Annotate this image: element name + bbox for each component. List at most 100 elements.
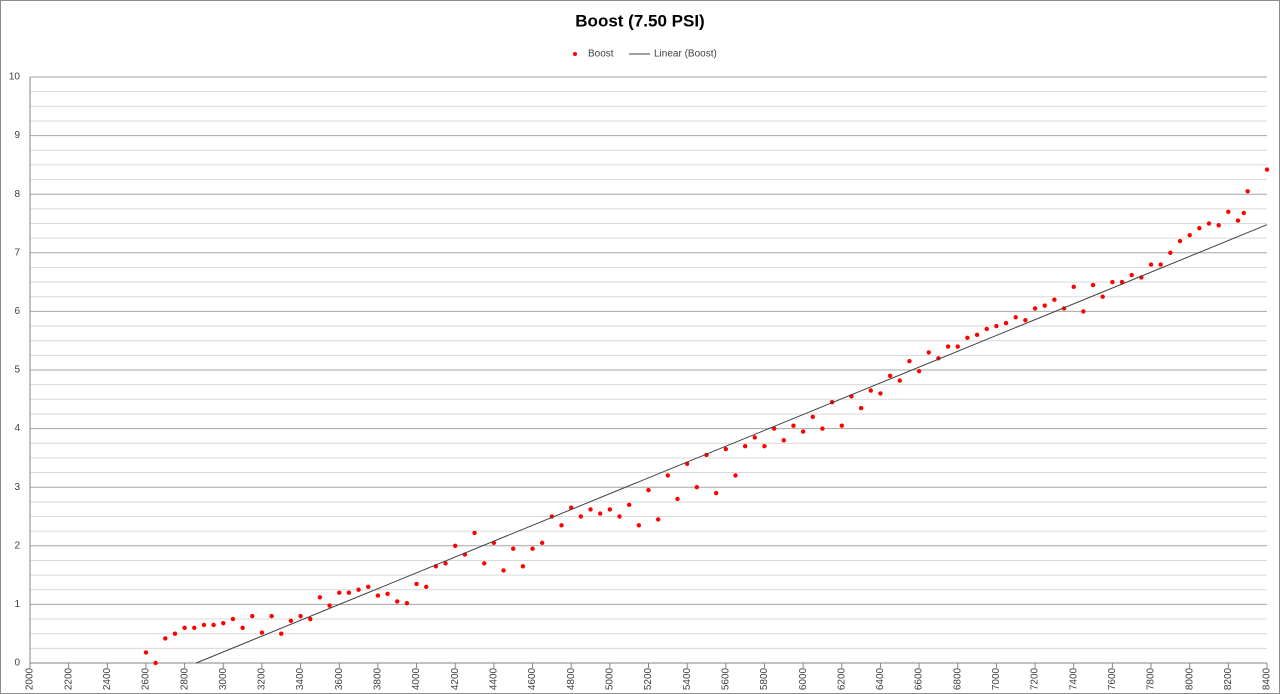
x-tick-label: 3800	[373, 667, 384, 690]
point	[327, 603, 332, 608]
legend-marker	[573, 52, 577, 56]
point	[250, 613, 255, 619]
y-tick-label: 3	[14, 482, 20, 493]
point	[375, 593, 381, 598]
y-tick-label: 4	[14, 423, 20, 434]
point	[1216, 223, 1221, 228]
y-tick-label: 0	[14, 658, 20, 669]
point	[655, 517, 661, 522]
x-tick-label: 2000	[25, 667, 36, 690]
point	[762, 443, 767, 449]
y-tick-label: 10	[9, 72, 21, 83]
point	[646, 487, 651, 493]
point	[1158, 262, 1163, 267]
x-tick-label: 5200	[643, 667, 654, 690]
x-tick-label: 7800	[1146, 667, 1157, 690]
point	[800, 429, 806, 434]
point	[1245, 189, 1250, 194]
point	[192, 625, 197, 631]
point	[887, 373, 893, 379]
y-tick-label: 6	[14, 306, 20, 317]
point	[858, 405, 864, 411]
point	[511, 546, 516, 551]
x-tick-label: 4600	[527, 667, 538, 690]
x-tick-label: 6400	[875, 667, 886, 690]
point	[984, 326, 989, 332]
point	[713, 490, 719, 496]
x-tick-label: 3000	[218, 667, 229, 690]
point	[820, 426, 825, 431]
point	[723, 446, 729, 452]
point	[414, 581, 419, 587]
point	[694, 485, 700, 490]
point	[395, 599, 400, 604]
x-tick-label: 2400	[102, 667, 113, 690]
point	[810, 414, 815, 420]
point	[897, 378, 902, 383]
legend-label: Boost	[588, 49, 614, 60]
point	[259, 630, 265, 635]
point	[597, 511, 603, 516]
point	[356, 587, 361, 592]
point	[1003, 320, 1009, 326]
point	[182, 625, 187, 631]
point	[626, 502, 632, 507]
point	[1090, 282, 1096, 288]
point	[424, 584, 429, 590]
y-tick-label: 9	[14, 130, 20, 141]
point	[675, 496, 680, 502]
x-tick-label: 7600	[1107, 667, 1118, 690]
point	[366, 584, 371, 590]
point	[607, 507, 613, 512]
point	[443, 561, 448, 566]
y-tick-label: 8	[14, 189, 20, 200]
point	[1226, 209, 1231, 214]
point	[965, 335, 970, 340]
point	[143, 650, 149, 655]
point	[1177, 238, 1183, 244]
point	[501, 568, 506, 573]
point	[530, 546, 535, 551]
point	[636, 523, 642, 528]
point	[791, 423, 796, 428]
point	[1110, 279, 1115, 285]
point	[1148, 262, 1154, 267]
x-tick-label: 3400	[295, 667, 306, 690]
point	[1071, 284, 1076, 289]
point	[1023, 317, 1028, 323]
x-tick-label: 8200	[1223, 667, 1234, 690]
x-tick-label: 5000	[604, 667, 615, 690]
point	[1235, 218, 1241, 223]
x-tick-label: 5800	[759, 667, 770, 690]
x-tick-label: 6000	[798, 667, 809, 690]
point	[163, 636, 168, 641]
point	[308, 616, 313, 622]
x-tick-label: 4200	[450, 667, 461, 690]
point	[385, 591, 390, 597]
point	[1264, 167, 1270, 172]
point	[279, 631, 284, 636]
point	[482, 561, 487, 566]
point	[752, 435, 758, 440]
point	[153, 660, 158, 666]
point	[1032, 306, 1038, 311]
x-tick-label: 6200	[836, 667, 847, 690]
point	[907, 359, 912, 364]
y-tick-label: 7	[14, 247, 20, 258]
point	[733, 473, 738, 478]
point	[317, 595, 323, 600]
point	[269, 613, 274, 619]
chart-title: Boost (7.50 PSI)	[575, 11, 704, 30]
point	[1206, 221, 1212, 226]
point	[617, 514, 622, 519]
point	[404, 601, 410, 606]
point	[1187, 233, 1192, 238]
x-tick-label: 7000	[991, 667, 1002, 690]
point	[578, 514, 584, 519]
x-tick-label: 2600	[141, 667, 152, 690]
point	[878, 391, 883, 396]
x-tick-label: 6800	[952, 667, 963, 690]
y-tick-label: 5	[14, 365, 20, 376]
